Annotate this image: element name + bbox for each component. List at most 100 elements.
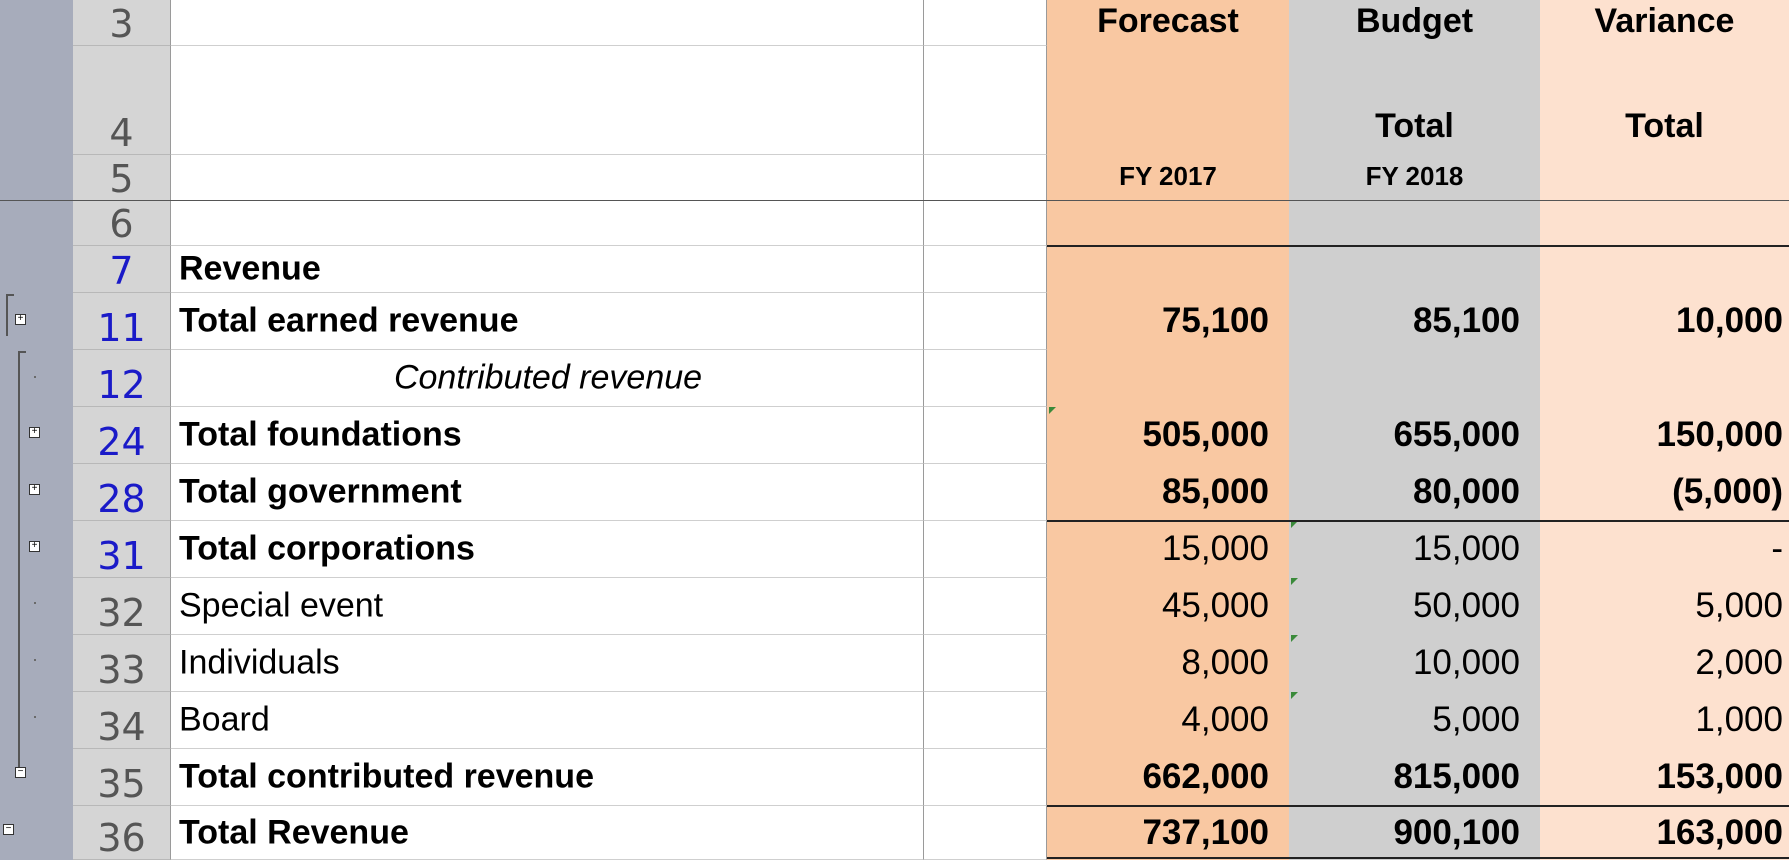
cell-empty[interactable] <box>924 155 1047 201</box>
row-header[interactable]: 28 <box>73 464 171 521</box>
cell-empty[interactable] <box>924 350 1047 407</box>
cell-variance[interactable]: 10,000 <box>1540 293 1789 350</box>
cell-budget[interactable]: 80,000 <box>1289 464 1540 521</box>
cell-empty[interactable] <box>924 0 1047 46</box>
row-header[interactable]: 24 <box>73 407 171 464</box>
cell-budget[interactable]: 5,000 <box>1289 692 1540 749</box>
cell-label[interactable] <box>171 46 924 155</box>
cell-variance[interactable] <box>1540 350 1789 407</box>
cell-empty[interactable] <box>924 293 1047 350</box>
row-header[interactable]: 5 <box>73 155 171 201</box>
cell-label[interactable]: Revenue <box>171 246 924 293</box>
collapse-group-button[interactable]: − <box>15 767 26 778</box>
cell-budget[interactable]: 655,000 <box>1289 407 1540 464</box>
expand-group-button[interactable]: + <box>29 541 40 552</box>
row-header[interactable]: 35 <box>73 749 171 806</box>
row-header[interactable]: 3 <box>73 0 171 46</box>
cell-label[interactable]: Individuals <box>171 635 924 692</box>
cell-label[interactable]: Contributed revenue <box>171 350 924 407</box>
cell-budget-header[interactable]: Total <box>1289 46 1540 155</box>
cell-empty[interactable] <box>924 464 1047 521</box>
cell-variance-header[interactable]: Variance <box>1540 0 1789 46</box>
cell-forecast[interactable]: 8,000 <box>1047 635 1289 692</box>
cell-label[interactable]: Special event <box>171 578 924 635</box>
cell-forecast[interactable]: 75,100 <box>1047 293 1289 350</box>
cell-budget-header[interactable]: Budget <box>1289 0 1540 46</box>
expand-group-button[interactable]: + <box>15 314 26 325</box>
row-header[interactable]: 4 <box>73 46 171 155</box>
cell-label[interactable] <box>171 201 924 246</box>
cell-forecast[interactable]: 505,000 <box>1047 407 1289 464</box>
row-header[interactable]: 36 <box>73 806 171 860</box>
cell-empty[interactable] <box>924 407 1047 464</box>
row-header[interactable]: 6 <box>73 201 171 246</box>
outline-bracket-level1 <box>6 294 14 336</box>
cell-label[interactable]: Total Revenue <box>171 806 924 860</box>
cell-variance[interactable]: - <box>1540 521 1789 578</box>
row-header[interactable]: 31 <box>73 521 171 578</box>
cell-budget[interactable]: 50,000 <box>1289 578 1540 635</box>
row-header[interactable]: 32 <box>73 578 171 635</box>
cell-forecast-year[interactable]: FY 2017 <box>1047 155 1289 201</box>
row-header[interactable]: 11 <box>73 293 171 350</box>
cell-label[interactable] <box>171 155 924 201</box>
sheet-row-34: 34 Board 4,000 5,000 1,000 <box>0 692 1789 749</box>
cell-variance-header[interactable]: Total <box>1540 46 1789 155</box>
cell-label[interactable]: Total contributed revenue <box>171 749 924 806</box>
expand-group-button[interactable]: + <box>29 427 40 438</box>
cell-budget[interactable] <box>1289 350 1540 407</box>
cell-label[interactable]: Total corporations <box>171 521 924 578</box>
cell-forecast[interactable]: 85,000 <box>1047 464 1289 521</box>
cell-label[interactable] <box>171 0 924 46</box>
row-header[interactable]: 34 <box>73 692 171 749</box>
cell-variance[interactable] <box>1540 155 1789 201</box>
budget-value: 80,000 <box>1412 472 1520 511</box>
cell-budget[interactable] <box>1289 201 1540 246</box>
row-header[interactable]: 7 <box>73 246 171 293</box>
cell-budget[interactable]: 15,000 <box>1289 521 1540 578</box>
cell-variance[interactable]: 2,000 <box>1540 635 1789 692</box>
row-header[interactable]: 33 <box>73 635 171 692</box>
cell-budget[interactable]: 815,000 <box>1289 749 1540 806</box>
cell-forecast[interactable]: 45,000 <box>1047 578 1289 635</box>
cell-variance[interactable] <box>1540 246 1789 293</box>
cell-empty[interactable] <box>924 201 1047 246</box>
cell-budget[interactable] <box>1289 246 1540 293</box>
cell-forecast-header[interactable]: Forecast <box>1047 0 1289 46</box>
expand-group-button[interactable]: + <box>29 484 40 495</box>
cell-forecast[interactable] <box>1047 246 1289 293</box>
cell-empty[interactable] <box>924 246 1047 293</box>
cell-variance[interactable]: 150,000 <box>1540 407 1789 464</box>
cell-variance[interactable]: 163,000 <box>1540 806 1789 860</box>
cell-empty[interactable] <box>924 635 1047 692</box>
cell-empty[interactable] <box>924 578 1047 635</box>
cell-budget[interactable]: 10,000 <box>1289 635 1540 692</box>
cell-forecast[interactable]: 737,100 <box>1047 806 1289 860</box>
cell-empty[interactable] <box>924 692 1047 749</box>
row-header[interactable]: 12 <box>73 350 171 407</box>
cell-budget-year[interactable]: FY 2018 <box>1289 155 1540 201</box>
cell-budget[interactable]: 85,100 <box>1289 293 1540 350</box>
cell-label[interactable]: Total government <box>171 464 924 521</box>
cell-forecast[interactable] <box>1047 46 1289 155</box>
outline-dot <box>34 716 36 718</box>
cell-label[interactable]: Total earned revenue <box>171 293 924 350</box>
cell-label[interactable]: Total foundations <box>171 407 924 464</box>
cell-forecast[interactable]: 662,000 <box>1047 749 1289 806</box>
cell-variance[interactable] <box>1540 201 1789 246</box>
cell-empty[interactable] <box>924 521 1047 578</box>
collapse-group-button[interactable]: − <box>3 824 14 835</box>
cell-forecast[interactable]: 15,000 <box>1047 521 1289 578</box>
cell-forecast[interactable] <box>1047 350 1289 407</box>
cell-variance[interactable]: (5,000) <box>1540 464 1789 521</box>
cell-empty[interactable] <box>924 46 1047 155</box>
cell-forecast[interactable] <box>1047 201 1289 246</box>
cell-label[interactable]: Board <box>171 692 924 749</box>
cell-empty[interactable] <box>924 806 1047 860</box>
cell-variance[interactable]: 153,000 <box>1540 749 1789 806</box>
cell-empty[interactable] <box>924 749 1047 806</box>
cell-variance[interactable]: 5,000 <box>1540 578 1789 635</box>
cell-variance[interactable]: 1,000 <box>1540 692 1789 749</box>
cell-budget[interactable]: 900,100 <box>1289 806 1540 860</box>
cell-forecast[interactable]: 4,000 <box>1047 692 1289 749</box>
